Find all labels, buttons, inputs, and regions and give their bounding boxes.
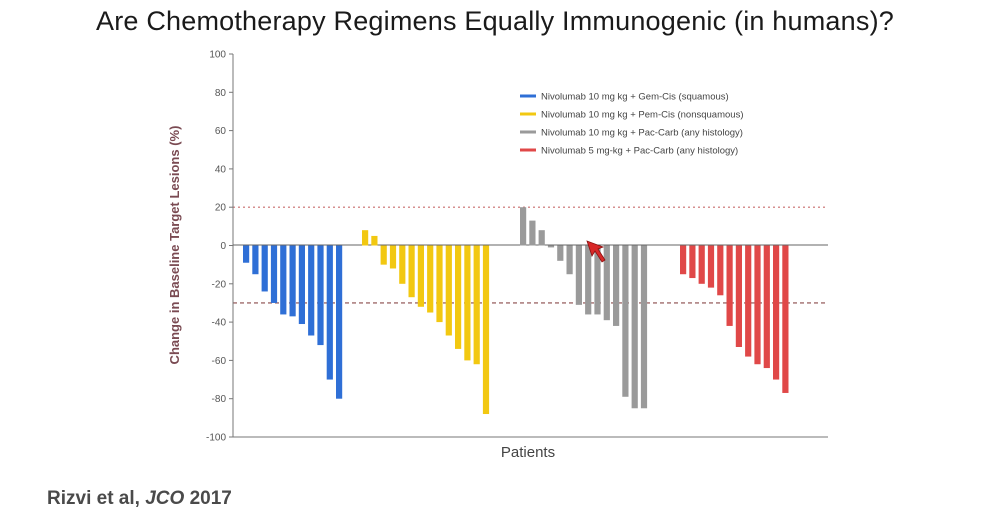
bars xyxy=(243,207,789,415)
bar xyxy=(754,245,761,365)
bar xyxy=(745,245,752,357)
bar xyxy=(482,245,490,415)
bar xyxy=(289,245,296,317)
cursor-arrow-icon xyxy=(586,240,606,263)
bar xyxy=(520,207,527,246)
bar xyxy=(538,230,545,246)
bar xyxy=(473,245,480,365)
bar xyxy=(362,230,369,246)
bar xyxy=(243,245,250,263)
bar xyxy=(298,245,305,325)
y-tick-label: -100 xyxy=(206,433,226,444)
legend-entry: Nivolumab 5 mg-kg + Pac-Carb (any histol… xyxy=(541,146,738,157)
legend: Nivolumab 10 mg kg + Gem-Cis (squamous) N… xyxy=(520,92,744,157)
bar xyxy=(689,245,696,279)
y-tick-label: 60 xyxy=(215,126,227,137)
bar xyxy=(575,245,582,305)
bar xyxy=(698,245,705,284)
bar xyxy=(464,245,471,361)
y-tick-label: 100 xyxy=(209,50,226,61)
legend-entry: Nivolumab 10 mg kg + Gem-Cis (squamous) xyxy=(541,92,729,103)
bar xyxy=(380,245,387,265)
x-axis-label: Patients xyxy=(501,444,555,461)
bar xyxy=(317,245,324,346)
citation-year: 2017 xyxy=(189,488,232,509)
bar xyxy=(436,245,443,323)
y-tick-label: 20 xyxy=(215,203,227,214)
y-axis: 100 80 60 40 20 0 -20 -40 -60 -80 -100 xyxy=(206,50,234,444)
bar xyxy=(417,245,424,307)
bar xyxy=(308,245,315,336)
citation-authors: Rizvi et al, xyxy=(47,488,140,509)
bar xyxy=(717,245,724,296)
bar xyxy=(603,245,610,321)
y-tick-label: -40 xyxy=(212,318,227,329)
bar xyxy=(566,245,573,275)
bar xyxy=(389,245,397,269)
citation-journal: JCO xyxy=(145,488,185,509)
bar xyxy=(782,245,789,393)
bar xyxy=(252,245,259,275)
bar xyxy=(326,245,333,380)
bar xyxy=(445,245,452,336)
bar xyxy=(585,245,592,315)
bar xyxy=(680,245,687,275)
y-tick-label: 40 xyxy=(215,164,227,175)
bar xyxy=(640,245,648,409)
bar xyxy=(594,245,601,315)
legend-entry: Nivolumab 10 mg kg + Pac-Carb (any histo… xyxy=(541,128,743,139)
y-tick-label: 0 xyxy=(220,241,226,252)
bar xyxy=(707,245,715,288)
bar xyxy=(773,245,780,380)
bar xyxy=(399,245,406,284)
bar xyxy=(557,245,564,261)
bar xyxy=(631,245,638,409)
citation: Rizvi et al, JCO 2017 xyxy=(47,488,232,510)
bar xyxy=(547,245,555,248)
bar xyxy=(427,245,434,313)
bar xyxy=(371,235,378,246)
bar xyxy=(763,245,770,369)
slide-title: Are Chemotherapy Regimens Equally Immuno… xyxy=(96,6,894,36)
bar xyxy=(280,245,287,315)
bar xyxy=(735,245,742,347)
y-tick-label: -80 xyxy=(212,394,227,405)
bar xyxy=(613,245,620,326)
y-tick-label: -60 xyxy=(212,356,227,367)
bar xyxy=(529,220,536,246)
bar xyxy=(726,245,733,326)
y-tick-label: 80 xyxy=(215,88,227,99)
bar xyxy=(261,245,268,292)
bar xyxy=(336,245,343,399)
bar xyxy=(455,245,462,349)
bar xyxy=(270,245,278,303)
bar xyxy=(408,245,415,298)
y-tick-label: -20 xyxy=(212,279,227,290)
legend-entry: Nivolumab 10 mg kg + Pem-Cis (nonsquamou… xyxy=(541,110,744,121)
y-axis-label: Change in Baseline Target Lesions (%) xyxy=(167,126,182,365)
bar xyxy=(622,245,629,397)
